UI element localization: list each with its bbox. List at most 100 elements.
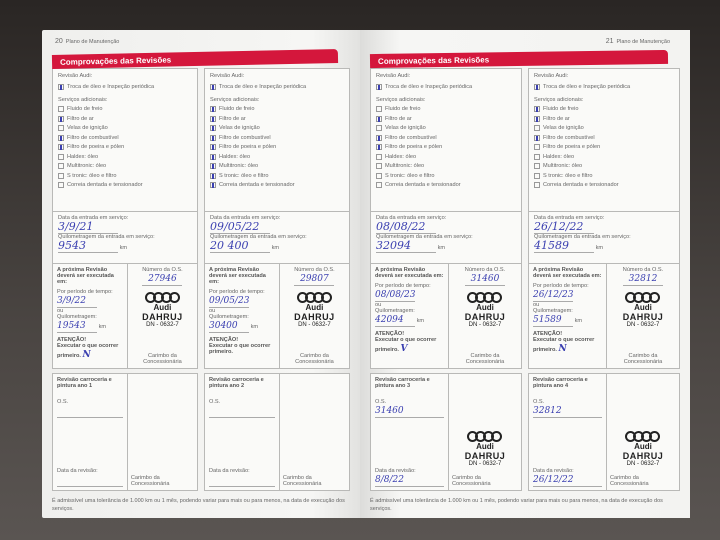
checkbox-icon[interactable] <box>58 153 64 160</box>
checkbox-icon[interactable] <box>376 163 382 170</box>
checkbox-service[interactable]: Filtro de ar <box>58 114 192 124</box>
checkbox-icon[interactable] <box>534 106 540 113</box>
checkbox-service[interactable]: Fluido de freio <box>210 105 344 115</box>
checkbox-service[interactable]: Haldex: óleo <box>376 152 516 162</box>
checkbox-service[interactable]: Filtro de poeira e pólen <box>210 143 344 153</box>
checkbox-service[interactable]: Haldex: óleo <box>210 152 344 162</box>
checkbox-icon[interactable] <box>376 182 382 189</box>
checkbox-service[interactable]: S tronic: óleo e filtro <box>58 171 192 181</box>
checkbox-service[interactable]: Correia dentada e tensionador <box>376 181 516 191</box>
entry-km-value[interactable]: 32094 <box>376 240 436 253</box>
checkbox-icon[interactable] <box>58 134 64 141</box>
next-km-value[interactable]: 19543 <box>57 320 97 333</box>
checkbox-icon[interactable] <box>58 83 64 90</box>
checkbox-icon[interactable] <box>58 144 64 151</box>
body-os-value[interactable]: 31460 <box>375 405 444 418</box>
checkbox-icon[interactable] <box>58 172 64 179</box>
checkbox-icon[interactable] <box>534 182 540 189</box>
checkbox-service[interactable]: Fluido de freio <box>58 105 192 115</box>
checkbox-icon[interactable] <box>534 134 540 141</box>
body-os-value[interactable] <box>57 405 123 418</box>
checkbox-service[interactable]: Filtro de poeira e pólen <box>376 143 516 153</box>
checkbox-service[interactable]: S tronic: óleo e filtro <box>210 171 344 181</box>
checkbox-icon[interactable] <box>210 106 216 113</box>
checkbox-service[interactable]: Velas de ignição <box>210 124 344 134</box>
body-date-value[interactable]: 8/8/22 <box>375 474 444 487</box>
checkbox-icon[interactable] <box>376 172 382 179</box>
entry-km-value[interactable]: 41589 <box>534 240 594 253</box>
checkbox-icon[interactable] <box>210 144 216 151</box>
checkbox-icon[interactable] <box>58 115 64 122</box>
checkbox-troca[interactable]: Troca de óleo e Inspeção periódica <box>376 82 516 92</box>
body-date-value[interactable] <box>209 474 275 487</box>
next-date-value[interactable]: 08/08/23 <box>375 290 416 302</box>
checkbox-icon[interactable] <box>210 125 216 132</box>
body-date-value[interactable] <box>57 474 123 487</box>
checkbox-icon[interactable] <box>210 182 216 189</box>
checkbox-service[interactable]: Velas de ignição <box>534 124 674 134</box>
checkbox-service[interactable]: Filtro de ar <box>376 114 516 124</box>
entry-date-value[interactable]: 09/05/22 <box>210 221 270 234</box>
checkbox-service[interactable]: Fluido de freio <box>534 105 674 115</box>
checkbox-service[interactable]: Filtro de combustível <box>376 133 516 143</box>
checkbox-service[interactable]: Velas de ignição <box>58 124 192 134</box>
checkbox-icon[interactable] <box>534 153 540 160</box>
checkbox-icon[interactable] <box>210 115 216 122</box>
checkbox-icon[interactable] <box>58 125 64 132</box>
checkbox-icon[interactable] <box>376 153 382 160</box>
checkbox-icon[interactable] <box>210 153 216 160</box>
entry-date-value[interactable]: 26/12/22 <box>534 221 594 234</box>
checkbox-service[interactable]: S tronic: óleo e filtro <box>534 171 674 181</box>
checkbox-icon[interactable] <box>58 106 64 113</box>
checkbox-service[interactable]: Fluido de freio <box>376 105 516 115</box>
body-os-value[interactable] <box>209 405 275 418</box>
checkbox-service[interactable]: Filtro de ar <box>210 114 344 124</box>
checkbox-icon[interactable] <box>376 83 382 90</box>
next-date-value[interactable]: 09/05/23 <box>209 296 250 308</box>
checkbox-icon[interactable] <box>210 134 216 141</box>
checkbox-troca[interactable]: Troca de óleo e Inspeção periódica <box>534 82 674 92</box>
next-km-value[interactable]: 42094 <box>375 314 415 327</box>
checkbox-icon[interactable] <box>376 144 382 151</box>
entry-km-value[interactable]: 20 400 <box>210 240 270 253</box>
checkbox-service[interactable]: Filtro de combustível <box>210 133 344 143</box>
checkbox-troca[interactable]: Troca de óleo e Inspeção periódica <box>58 82 192 92</box>
checkbox-service[interactable]: Filtro de combustível <box>534 133 674 143</box>
checkbox-icon[interactable] <box>376 125 382 132</box>
checkbox-troca[interactable]: Troca de óleo e Inspeção periódica <box>210 82 344 92</box>
checkbox-icon[interactable] <box>376 106 382 113</box>
body-os-value[interactable]: 32812 <box>533 405 602 418</box>
body-date-value[interactable]: 26/12/22 <box>533 474 602 487</box>
os-number-value[interactable]: 31460 <box>465 273 505 286</box>
checkbox-service[interactable]: Filtro de poeira e pólen <box>58 143 192 153</box>
checkbox-service[interactable]: Haldex: óleo <box>534 152 674 162</box>
next-date-value[interactable]: 3/9/22 <box>57 295 97 308</box>
checkbox-icon[interactable] <box>210 163 216 170</box>
entry-km-value[interactable]: 9543 <box>58 240 118 253</box>
entry-date-value[interactable]: 3/9/21 <box>58 221 118 234</box>
checkbox-icon[interactable] <box>58 163 64 170</box>
checkbox-icon[interactable] <box>534 125 540 132</box>
checkbox-icon[interactable] <box>376 115 382 122</box>
next-date-value[interactable]: 26/12/23 <box>533 290 574 302</box>
entry-date-value[interactable]: 08/08/22 <box>376 221 436 234</box>
checkbox-icon[interactable] <box>534 163 540 170</box>
os-number-value[interactable]: 27946 <box>142 273 183 286</box>
checkbox-icon[interactable] <box>534 83 540 90</box>
checkbox-service[interactable]: Multitronic: óleo <box>376 162 516 172</box>
checkbox-service[interactable]: Velas de ignição <box>376 124 516 134</box>
checkbox-service[interactable]: Filtro de poeira e pólen <box>534 143 674 153</box>
os-number-value[interactable]: 32812 <box>623 273 663 286</box>
checkbox-icon[interactable] <box>534 144 540 151</box>
checkbox-icon[interactable] <box>376 134 382 141</box>
checkbox-service[interactable]: Multitronic: óleo <box>534 162 674 172</box>
checkbox-service[interactable]: Multitronic: óleo <box>210 162 344 172</box>
checkbox-service[interactable]: Filtro de ar <box>534 114 674 124</box>
checkbox-service[interactable]: Haldex: óleo <box>58 152 192 162</box>
checkbox-service[interactable]: Filtro de combustível <box>58 133 192 143</box>
checkbox-icon[interactable] <box>210 83 216 90</box>
checkbox-service[interactable]: S tronic: óleo e filtro <box>376 171 516 181</box>
checkbox-icon[interactable] <box>210 172 216 179</box>
checkbox-service[interactable]: Correia dentada e tensionador <box>210 181 344 191</box>
checkbox-service[interactable]: Multitronic: óleo <box>58 162 192 172</box>
